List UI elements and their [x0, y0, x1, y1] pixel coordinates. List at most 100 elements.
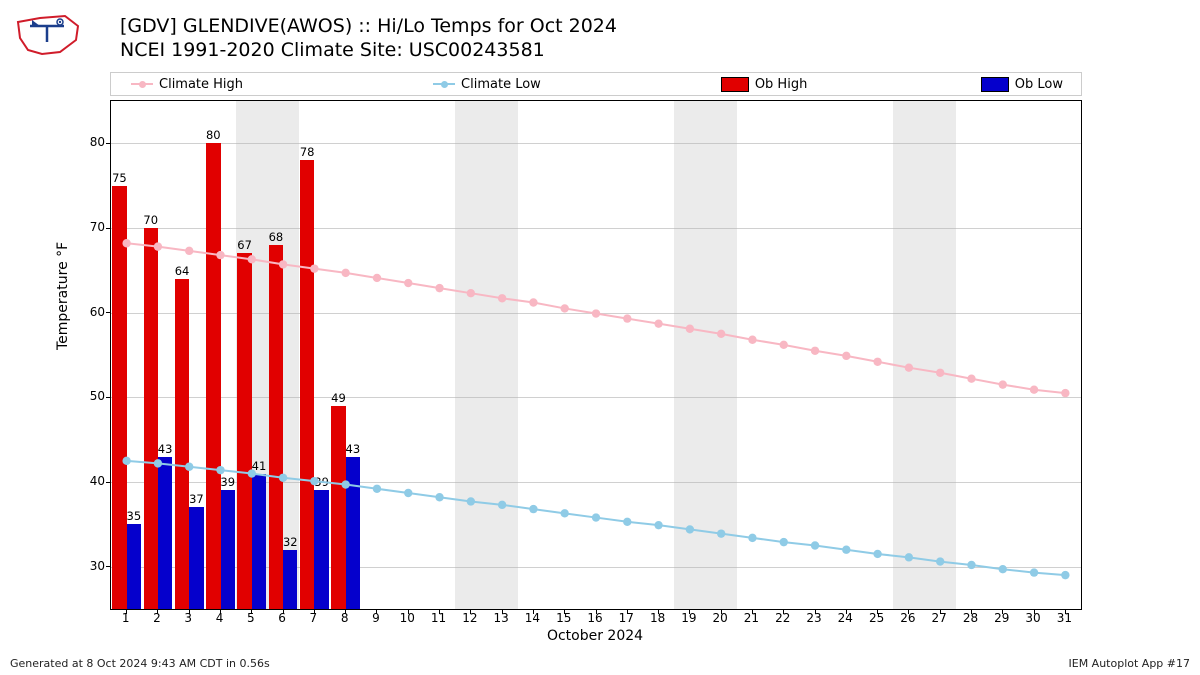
ob-low-bar: [127, 524, 141, 609]
y-tick: [106, 228, 111, 229]
legend-label: Climate High: [159, 77, 243, 92]
x-tick-label: 14: [522, 611, 542, 625]
x-tick-label: 13: [491, 611, 511, 625]
ob-low-bar-label: 37: [184, 492, 208, 506]
climate-low-marker: [373, 485, 381, 493]
y-tick-label: 40: [65, 474, 105, 488]
x-tick-label: 12: [460, 611, 480, 625]
x-tick-label: 5: [241, 611, 261, 625]
x-tick-label: 9: [366, 611, 386, 625]
climate-low-marker: [529, 505, 537, 513]
gridline: [111, 228, 1081, 229]
y-tick: [106, 397, 111, 398]
x-tick-label: 24: [835, 611, 855, 625]
legend-ob-high: Ob High: [721, 77, 808, 92]
title-line2: NCEI 1991-2020 Climate Site: USC00243581: [120, 39, 617, 63]
ob-high-bar: [237, 253, 251, 609]
climate-high-marker: [404, 279, 412, 287]
climate-high-marker: [185, 247, 193, 255]
y-tick-label: 50: [65, 389, 105, 403]
x-tick-label: 4: [210, 611, 230, 625]
ob-high-bar-label: 80: [201, 128, 225, 142]
x-tick-label: 30: [1023, 611, 1043, 625]
ob-low-bar-label: 39: [310, 475, 334, 489]
x-tick-label: 28: [960, 611, 980, 625]
gridline: [111, 313, 1081, 314]
weekend-band: [674, 101, 737, 609]
ob-low-bar: [314, 490, 328, 609]
climate-high-marker: [967, 375, 975, 383]
climate-low-marker: [873, 550, 881, 558]
x-tick-label: 16: [585, 611, 605, 625]
climate-high-marker: [780, 341, 788, 349]
legend-rect-icon: [721, 77, 749, 92]
legend-ob-low: Ob Low: [981, 77, 1063, 92]
chart-plot-area: 75706480676878493543373941323943: [110, 100, 1082, 610]
climate-low-marker: [1030, 568, 1038, 576]
ob-high-bar: [144, 228, 158, 609]
climate-high-marker: [623, 314, 631, 322]
gridline: [111, 397, 1081, 398]
ob-high-bar: [331, 406, 345, 609]
y-tick-label: 70: [65, 220, 105, 234]
climate-low-marker: [967, 561, 975, 569]
climate-low-marker: [404, 489, 412, 497]
weekend-band: [455, 101, 518, 609]
y-tick: [106, 566, 111, 567]
y-tick: [106, 482, 111, 483]
ob-high-bar-label: 67: [233, 238, 257, 252]
ob-high-bar: [206, 143, 220, 609]
climate-high-marker: [811, 347, 819, 355]
climate-high-marker: [748, 336, 756, 344]
x-tick-label: 1: [116, 611, 136, 625]
legend-line-icon: [131, 83, 153, 85]
y-tick-label: 80: [65, 135, 105, 149]
x-tick-label: 3: [178, 611, 198, 625]
climate-high-marker: [1061, 389, 1069, 397]
x-tick-label: 6: [272, 611, 292, 625]
climate-low-marker: [623, 518, 631, 526]
climate-low-marker: [842, 546, 850, 554]
ob-low-bar-label: 43: [341, 442, 365, 456]
climate-high-marker: [654, 319, 662, 327]
climate-low-marker: [654, 521, 662, 529]
ob-low-bar-label: 43: [153, 442, 177, 456]
footer-app: IEM Autoplot App #17: [1069, 657, 1191, 670]
x-tick-label: 22: [773, 611, 793, 625]
x-tick-label: 8: [335, 611, 355, 625]
climate-high-marker: [529, 298, 537, 306]
ob-low-bar: [221, 490, 235, 609]
climate-low-marker: [811, 541, 819, 549]
climate-high-marker: [999, 380, 1007, 388]
chart-title: [GDV] GLENDIVE(AWOS) :: Hi/Lo Temps for …: [120, 15, 617, 63]
legend-label: Ob Low: [1015, 77, 1063, 92]
climate-high-marker: [1030, 386, 1038, 394]
gridline: [111, 143, 1081, 144]
ob-low-bar-label: 35: [122, 509, 146, 523]
ob-high-bar-label: 49: [326, 391, 350, 405]
climate-low-marker: [1061, 571, 1069, 579]
y-axis-label: Temperature °F: [55, 242, 71, 350]
climate-high-marker: [873, 358, 881, 366]
climate-low-marker: [561, 509, 569, 517]
legend-label: Climate Low: [461, 77, 541, 92]
y-tick-label: 30: [65, 559, 105, 573]
x-tick-label: 25: [867, 611, 887, 625]
x-tick-label: 18: [648, 611, 668, 625]
climate-low-marker: [592, 513, 600, 521]
legend: Climate High Climate Low Ob High Ob Low: [110, 72, 1082, 96]
ob-high-bar-label: 78: [295, 145, 319, 159]
weekend-band: [893, 101, 956, 609]
y-tick: [106, 312, 111, 313]
ob-high-bar-label: 70: [139, 213, 163, 227]
x-tick-label: 10: [397, 611, 417, 625]
legend-rect-icon: [981, 77, 1009, 92]
y-tick: [106, 143, 111, 144]
x-tick-label: 11: [429, 611, 449, 625]
legend-climate-low: Climate Low: [433, 77, 541, 92]
ob-high-bar-label: 64: [170, 264, 194, 278]
legend-climate-high: Climate High: [131, 77, 243, 92]
iem-logo: [10, 8, 88, 64]
x-tick-label: 17: [616, 611, 636, 625]
x-tick-label: 26: [898, 611, 918, 625]
